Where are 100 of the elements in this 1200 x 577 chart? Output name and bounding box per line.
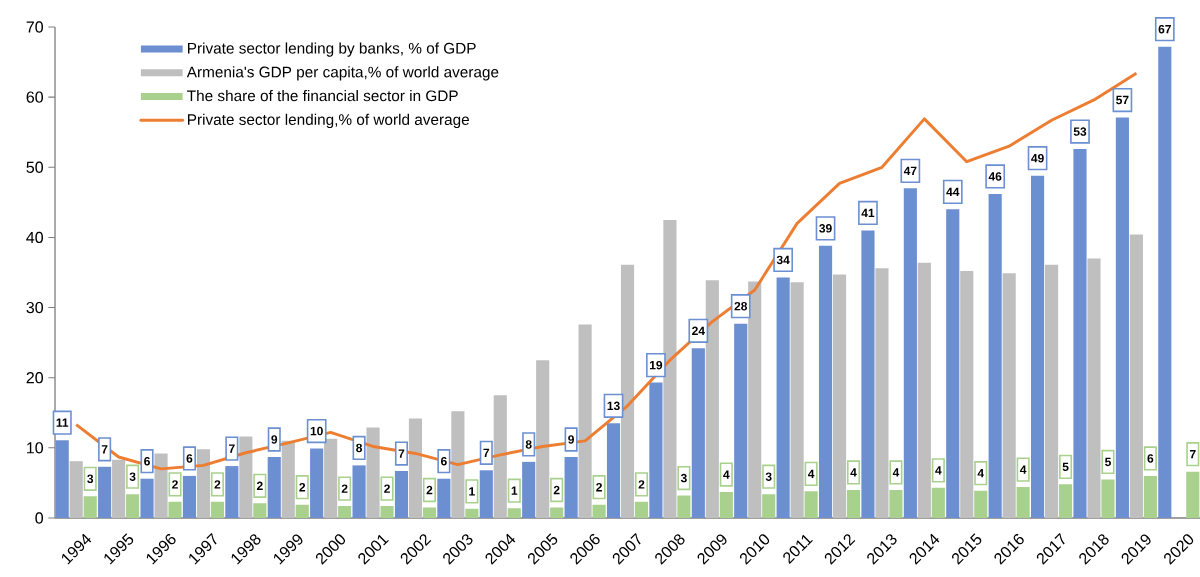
bar bbox=[734, 323, 748, 518]
data-label: 2 bbox=[596, 483, 602, 492]
bar bbox=[69, 461, 83, 518]
y-tick-label: 50 bbox=[26, 161, 44, 173]
bar bbox=[649, 382, 663, 518]
data-label: 8 bbox=[356, 443, 363, 453]
bar bbox=[578, 324, 592, 518]
data-label: 2 bbox=[214, 480, 221, 489]
data-label: 2 bbox=[553, 485, 560, 495]
data-label: 4 bbox=[850, 468, 857, 477]
bar bbox=[846, 489, 861, 518]
bar bbox=[140, 478, 154, 518]
data-label: 1 bbox=[469, 487, 475, 496]
data-label: 4 bbox=[807, 469, 815, 478]
bar bbox=[917, 262, 931, 518]
bar bbox=[83, 496, 97, 518]
bar bbox=[592, 504, 606, 518]
bar bbox=[1058, 484, 1073, 518]
bar bbox=[310, 448, 324, 518]
bar bbox=[620, 264, 635, 518]
bar bbox=[790, 282, 804, 518]
legend-label: The share of the financial sector in GDP bbox=[187, 89, 458, 102]
legend-label: Private sector lending by banks, % of GDP bbox=[188, 42, 476, 57]
bar bbox=[281, 440, 295, 518]
bar bbox=[210, 501, 224, 518]
data-label: 19 bbox=[649, 360, 663, 370]
data-label: 3 bbox=[87, 474, 94, 484]
data-label: 3 bbox=[129, 472, 136, 481]
bar bbox=[960, 271, 974, 518]
bar bbox=[126, 494, 140, 518]
data-label: 28 bbox=[734, 301, 748, 311]
bar bbox=[832, 274, 847, 518]
data-label: 1 bbox=[511, 486, 518, 495]
data-label: 67 bbox=[1158, 24, 1171, 34]
bar bbox=[408, 418, 423, 518]
data-label: 10 bbox=[310, 426, 323, 436]
data-label: 5 bbox=[1105, 457, 1111, 467]
data-label: 6 bbox=[1147, 454, 1154, 463]
bar bbox=[677, 495, 691, 518]
data-label: 53 bbox=[1073, 127, 1087, 136]
bar bbox=[1143, 475, 1157, 518]
data-label: 7 bbox=[101, 445, 108, 454]
data-label: 4 bbox=[1020, 465, 1027, 474]
y-tick-label: 70 bbox=[26, 21, 44, 33]
bar bbox=[719, 492, 733, 518]
data-label: 4 bbox=[723, 470, 730, 479]
bar bbox=[168, 501, 182, 518]
bar bbox=[380, 506, 394, 518]
bar bbox=[1129, 234, 1143, 518]
bar bbox=[931, 487, 945, 518]
data-label: 2 bbox=[172, 480, 178, 489]
data-label: 2 bbox=[384, 484, 390, 493]
y-tick-label: 60 bbox=[26, 91, 44, 103]
bar bbox=[634, 501, 649, 518]
bar bbox=[564, 456, 578, 518]
legend-label: Private sector lending,% of world average bbox=[188, 113, 469, 129]
bar bbox=[55, 440, 69, 518]
bar bbox=[748, 281, 762, 518]
bar bbox=[1031, 175, 1045, 518]
data-label: 6 bbox=[186, 454, 193, 463]
bar bbox=[1101, 479, 1115, 518]
data-label: 39 bbox=[819, 224, 832, 233]
y-tick-label: 0 bbox=[35, 512, 44, 524]
data-label: 7 bbox=[398, 449, 405, 458]
data-label: 2 bbox=[638, 480, 645, 489]
data-label: 24 bbox=[692, 326, 705, 335]
bar bbox=[253, 503, 267, 518]
bar bbox=[946, 209, 960, 518]
data-label: 2 bbox=[426, 485, 433, 495]
bar bbox=[889, 489, 903, 518]
data-label: 46 bbox=[988, 172, 1002, 181]
bar bbox=[804, 491, 818, 518]
bar bbox=[324, 438, 338, 518]
bar bbox=[422, 507, 437, 518]
data-label: 3 bbox=[680, 473, 687, 483]
bar bbox=[691, 348, 705, 518]
y-tick-label: 20 bbox=[26, 372, 44, 384]
data-label: 41 bbox=[861, 208, 875, 218]
bar bbox=[451, 411, 465, 518]
data-label: 7 bbox=[229, 444, 235, 453]
bar bbox=[1087, 258, 1101, 518]
data-label: 34 bbox=[776, 255, 790, 265]
bar bbox=[112, 459, 126, 518]
bar bbox=[606, 423, 621, 518]
bar bbox=[154, 453, 168, 518]
data-label: 7 bbox=[483, 448, 490, 457]
bar bbox=[1073, 149, 1087, 518]
bar bbox=[239, 436, 253, 518]
bar bbox=[875, 268, 889, 518]
bar bbox=[1002, 273, 1016, 518]
data-label: 2 bbox=[341, 484, 348, 493]
data-label: 2 bbox=[299, 483, 306, 492]
bar bbox=[1115, 117, 1129, 518]
bar bbox=[225, 466, 239, 518]
bar bbox=[465, 508, 479, 518]
data-label: 4 bbox=[935, 466, 942, 475]
data-label: 4 bbox=[892, 468, 900, 477]
data-label: 9 bbox=[271, 435, 278, 444]
bar bbox=[522, 461, 536, 518]
bar bbox=[663, 219, 677, 518]
